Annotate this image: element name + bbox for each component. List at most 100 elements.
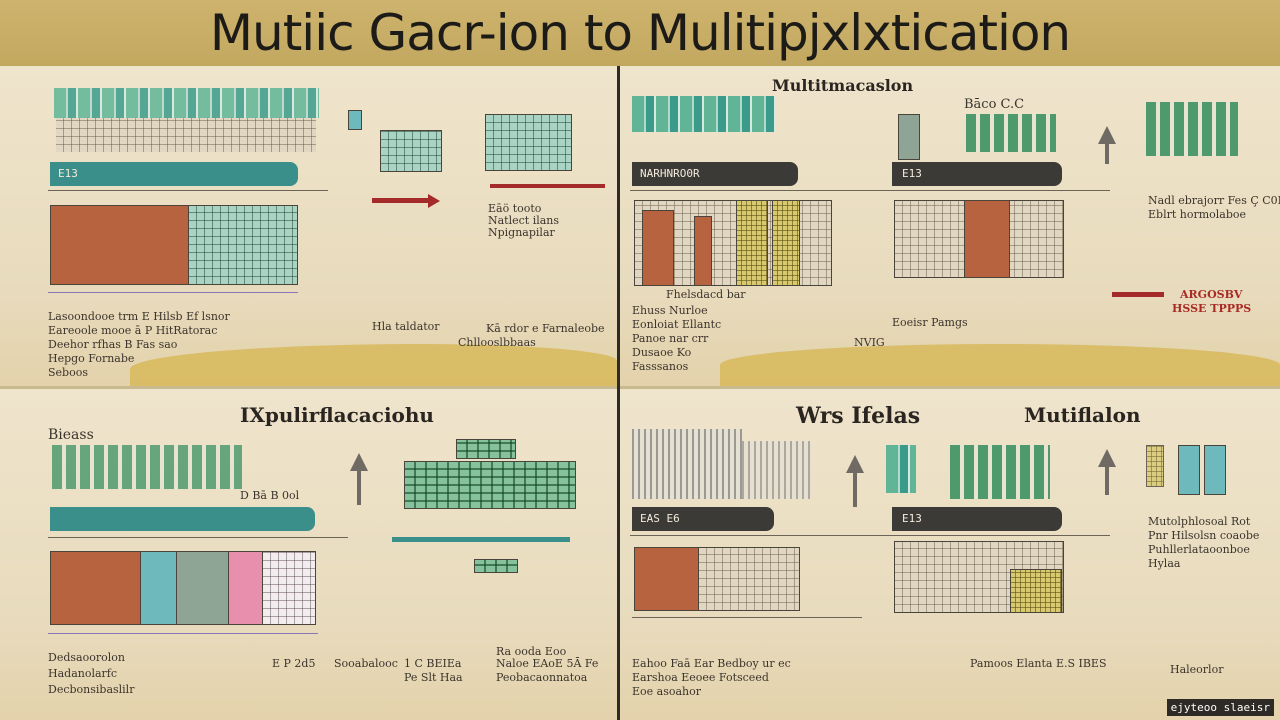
data-strip — [632, 96, 776, 132]
right-note: Puhllerlataoonboe — [1148, 543, 1250, 556]
panel-dune — [130, 344, 617, 386]
table-row: Dusaoe Ko — [632, 346, 692, 359]
up-arrow-icon — [1098, 449, 1116, 467]
mini-grid — [456, 439, 516, 459]
logo-badge: ejyteoo slaeisr — [1166, 699, 1274, 716]
caption: Kā rdor e Farnaleobe — [486, 322, 605, 335]
top-label: Bieass — [48, 427, 94, 443]
yellow-block — [736, 200, 768, 286]
data-strip — [632, 429, 742, 499]
divider-line — [630, 535, 1110, 536]
rust-block — [642, 210, 674, 286]
rust-block — [694, 216, 712, 286]
mini-block — [348, 110, 362, 130]
arrow-stem — [357, 469, 361, 505]
table-row: Eonloiat Ellantc — [632, 318, 722, 331]
section-bar — [50, 162, 298, 186]
data-strip — [56, 118, 316, 152]
rust-block — [964, 200, 1010, 278]
data-strip — [52, 445, 242, 489]
table-row: Ehuss Nurloe — [632, 304, 708, 317]
right-note: Eblrt hormolaboe — [1148, 208, 1247, 221]
teal-block — [1204, 445, 1226, 495]
section-bar — [892, 162, 1062, 186]
data-strip — [886, 445, 916, 493]
red-arrow-head — [428, 194, 440, 208]
caption: NVIG — [854, 336, 885, 349]
teal-block — [140, 551, 178, 625]
rust-block — [50, 551, 142, 625]
data-strip — [950, 445, 1050, 499]
horizontal-divider — [0, 386, 1280, 389]
mid-label: D Bā B 0ol — [240, 489, 300, 502]
red-label: ARGOSBV — [1180, 288, 1243, 301]
section-bar-label: E13 — [58, 167, 78, 180]
note-label: Eāö tooto — [488, 202, 542, 215]
table-row: Eareoole mooe ā P HitRatorac — [48, 324, 218, 337]
up-arrow-icon — [846, 455, 864, 473]
section-bar — [632, 507, 774, 531]
data-strip — [54, 88, 319, 118]
section-bar-label: E13 — [902, 512, 922, 525]
right-note: Nadl ebrajorr Fes Ç C0IS — [1148, 194, 1280, 207]
note-label: Peobacaonnatoa — [496, 671, 588, 684]
vertical-divider — [617, 66, 620, 720]
mini-grid — [474, 559, 518, 573]
divider-line — [48, 190, 328, 191]
note-label: Ra ooda Eoo — [496, 645, 567, 658]
rust-block — [50, 205, 190, 285]
note-label: Natlect ilans — [488, 214, 560, 227]
section-bar — [632, 162, 798, 186]
right-note: Pnr Hilsolsn coaobe — [1148, 529, 1260, 542]
rust-block — [634, 547, 700, 611]
section-bar — [50, 507, 315, 531]
section-bar-label: E13 — [902, 167, 922, 180]
footer-row: Eahoo Faā Ear Bedboy ur ec — [632, 657, 791, 670]
table-row: Fasssanos — [632, 360, 689, 373]
footer-row: Pamoos Elanta E.S IBES — [970, 657, 1107, 670]
teal-block — [1178, 445, 1200, 495]
red-arrow — [1112, 292, 1164, 297]
panel-bottom-right: Wrs Ifelas Mutiflalon EAS E6 E13 Mutolph… — [620, 389, 1280, 720]
olive-block — [176, 551, 230, 625]
yellow-block — [1010, 569, 1062, 613]
footer-row: Eoe asoahor — [632, 685, 702, 698]
note-label: Npignapilar — [488, 226, 555, 239]
teal-grid — [188, 205, 298, 285]
divider-line — [48, 633, 318, 634]
section-bar-label: NARHNRO0R — [640, 167, 700, 180]
right-note: Hylaa — [1148, 557, 1181, 570]
divider-line — [630, 190, 1110, 191]
yellow-block — [1146, 445, 1164, 487]
red-label: HSSE TPPPS — [1172, 302, 1252, 315]
caption: Chllooslbbaas — [458, 336, 536, 349]
arrow-stem — [1105, 142, 1109, 164]
footer-row: Earshoa Eeoee Fotsceed — [632, 671, 769, 684]
table-row: Panoe nar crr — [632, 332, 709, 345]
table-row: Deehor rfhas B Fas sao — [48, 338, 178, 351]
divider-line — [48, 537, 348, 538]
value-label: E P 2d5 — [272, 657, 316, 670]
mini-grid — [380, 130, 442, 172]
panel-dune — [720, 344, 1280, 386]
caption: Hla taldator — [372, 320, 440, 333]
panel-title: Wrs Ifelas — [796, 403, 921, 429]
teal-line — [392, 537, 570, 542]
grid-block — [698, 547, 800, 611]
section-bar-label: EAS E6 — [640, 512, 680, 525]
mini-grid — [404, 461, 576, 509]
arrow-stem — [1105, 465, 1109, 495]
up-arrow-icon — [1098, 126, 1116, 144]
yellow-block — [772, 200, 800, 286]
table-row: Dedsaoorolon — [48, 651, 125, 664]
section-bar — [892, 507, 1062, 531]
caption: Eoeisr Pamgs — [892, 316, 968, 329]
red-line — [490, 184, 605, 188]
panel-title: IXpulirflacaciohu — [240, 403, 434, 427]
title-banner: Mutiic Gacr-ion to Mulitipjxlxtication — [0, 0, 1280, 68]
mini-block — [898, 114, 920, 160]
panel-top-left: E13 Eāö tooto Natlect ilans Npignapilar … — [0, 66, 617, 386]
panel-top-right: Multitmacaslon Bāco C.C NARHNRO0R E13 Fh… — [620, 66, 1280, 386]
mini-grid — [485, 114, 572, 171]
value-label: Pe Slt Haa — [404, 671, 463, 684]
